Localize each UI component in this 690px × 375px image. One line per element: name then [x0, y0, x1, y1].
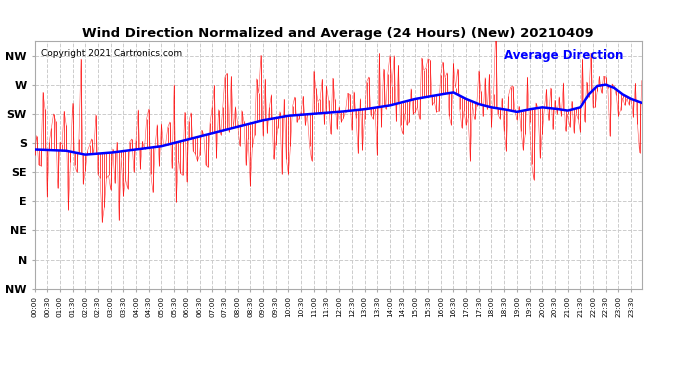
Text: Average Direction: Average Direction	[504, 49, 624, 62]
Title: Wind Direction Normalized and Average (24 Hours) (New) 20210409: Wind Direction Normalized and Average (2…	[82, 27, 594, 40]
Text: Copyright 2021 Cartronics.com: Copyright 2021 Cartronics.com	[41, 49, 181, 58]
